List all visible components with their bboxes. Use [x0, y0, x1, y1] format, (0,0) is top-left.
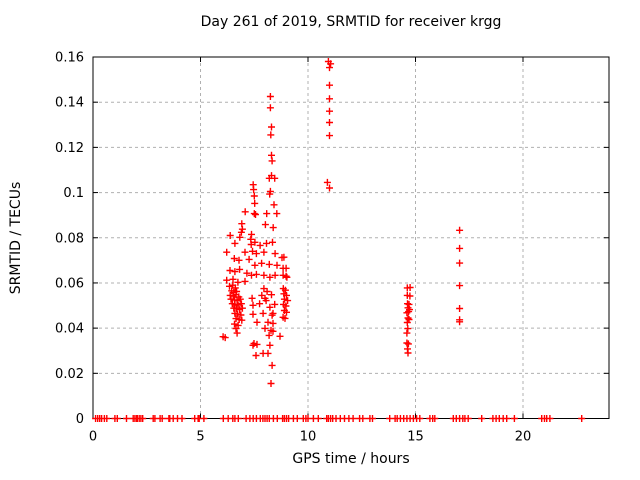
axis-tick-labels: 0 5 10 15 20 0 0.02 0.04 0.06 0.08 0.1 0.12 0.14 0.16 [55, 51, 531, 445]
y-tick-label: 0.1 [63, 186, 84, 201]
y-tick-label: 0.06 [55, 276, 84, 291]
y-tick-label: 0.08 [55, 231, 84, 246]
y-tick-label: 0.04 [55, 322, 84, 337]
y-tick-label: 0.12 [55, 141, 84, 156]
x-axis-label: GPS time / hours [292, 451, 410, 467]
y-tick-label: 0.14 [55, 96, 84, 111]
y-tick-label: 0.16 [55, 51, 84, 66]
y-tick-label: 0 [76, 412, 84, 427]
data-point-markers [92, 58, 586, 422]
x-tick-label: 0 [89, 430, 97, 445]
grid-lines [93, 57, 609, 419]
x-tick-label: 15 [407, 430, 424, 445]
y-tick-label: 0.02 [55, 367, 84, 382]
x-tick-label: 10 [300, 430, 317, 445]
x-tick-label: 20 [515, 430, 532, 445]
x-tick-label: 5 [196, 430, 204, 445]
chart-title: Day 261 of 2019, SRMTID for receiver krg… [200, 14, 502, 30]
